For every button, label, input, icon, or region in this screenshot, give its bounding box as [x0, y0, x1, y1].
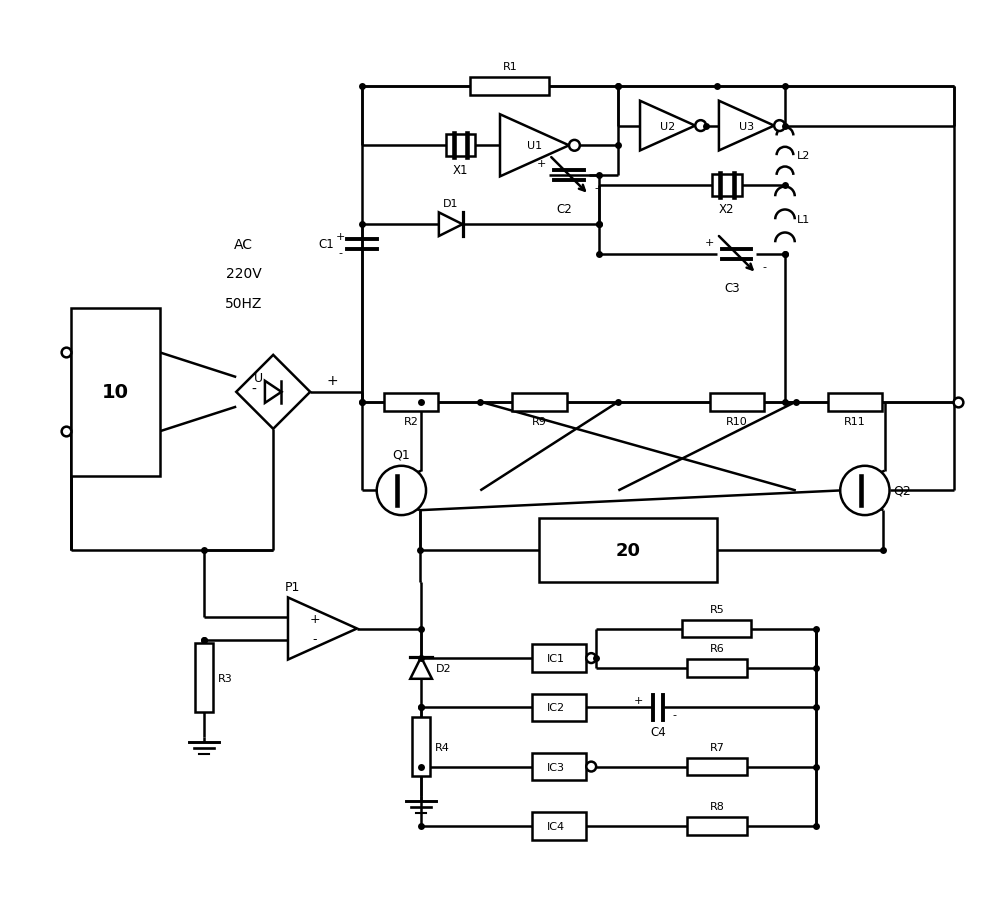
Text: Q1: Q1 [393, 449, 410, 461]
Text: -: - [595, 182, 599, 192]
Text: -: - [338, 247, 342, 257]
Bar [712, 174, 742, 196]
Text: 220V: 220V [226, 267, 261, 281]
Text: 10: 10 [102, 383, 129, 402]
Text: L2: L2 [797, 151, 810, 161]
Polygon shape [719, 102, 774, 152]
Text: 20: 20 [616, 541, 641, 559]
Polygon shape [439, 213, 463, 237]
Text: X1: X1 [453, 163, 468, 177]
Text: -: - [251, 383, 256, 396]
Text: C4: C4 [650, 725, 666, 739]
Text: IC2: IC2 [547, 703, 565, 712]
Text: +: + [537, 159, 546, 169]
Text: IC1: IC1 [547, 654, 565, 664]
Text: R1: R1 [502, 62, 517, 72]
Bar [412, 718, 430, 777]
Text: R10: R10 [726, 417, 748, 427]
Text: R11: R11 [844, 417, 866, 427]
Text: +: + [704, 237, 714, 247]
Bar [687, 758, 747, 776]
Text: +: + [634, 695, 643, 706]
Text: -: - [673, 710, 677, 720]
Text: X2: X2 [719, 203, 735, 216]
Text: D2: D2 [436, 663, 452, 674]
Polygon shape [288, 598, 357, 660]
Text: -: - [312, 632, 317, 645]
Text: R6: R6 [710, 644, 724, 654]
Text: U1: U1 [527, 141, 542, 151]
Bar [687, 817, 747, 834]
Text: -: - [762, 261, 766, 271]
Circle shape [586, 762, 596, 772]
Bar [532, 753, 586, 780]
Text: R9: R9 [532, 417, 547, 427]
Text: C2: C2 [556, 203, 572, 216]
Text: IC3: IC3 [547, 762, 565, 772]
Polygon shape [500, 115, 569, 177]
Text: L1: L1 [797, 215, 810, 225]
Text: R5: R5 [710, 604, 724, 614]
Text: R2: R2 [404, 417, 419, 427]
Text: C3: C3 [724, 282, 740, 295]
Bar [71, 309, 160, 476]
Text: AC: AC [234, 237, 253, 252]
Bar [532, 812, 586, 840]
Text: C1: C1 [319, 238, 334, 251]
Polygon shape [265, 381, 281, 404]
Polygon shape [640, 102, 695, 152]
Text: 50HZ: 50HZ [225, 297, 262, 311]
Text: Q2: Q2 [893, 484, 911, 498]
Text: P1: P1 [285, 581, 301, 594]
Text: R3: R3 [218, 673, 233, 683]
Bar [828, 394, 882, 411]
Bar [682, 620, 751, 638]
Bar [384, 394, 438, 411]
Bar [195, 644, 213, 712]
Polygon shape [410, 657, 432, 679]
Text: U: U [254, 371, 263, 384]
Bar [532, 645, 586, 672]
Text: +: + [336, 232, 345, 242]
Polygon shape [236, 356, 310, 429]
Text: IC4: IC4 [547, 821, 565, 831]
Bar [539, 518, 717, 582]
Text: D1: D1 [443, 200, 458, 209]
Text: R4: R4 [435, 742, 450, 752]
Bar [446, 135, 475, 157]
Bar [532, 694, 586, 721]
Circle shape [774, 121, 785, 132]
Text: U3: U3 [739, 121, 754, 132]
Circle shape [569, 141, 580, 152]
Circle shape [840, 466, 890, 516]
Circle shape [586, 654, 596, 664]
Circle shape [695, 121, 706, 132]
Text: R8: R8 [710, 801, 724, 811]
Bar [512, 394, 567, 411]
Circle shape [377, 466, 426, 516]
Text: R7: R7 [710, 742, 724, 752]
Bar [470, 79, 549, 96]
Text: +: + [327, 374, 338, 387]
Bar [687, 659, 747, 677]
Bar [710, 394, 764, 411]
Text: +: + [309, 612, 320, 626]
Text: U2: U2 [660, 121, 675, 132]
